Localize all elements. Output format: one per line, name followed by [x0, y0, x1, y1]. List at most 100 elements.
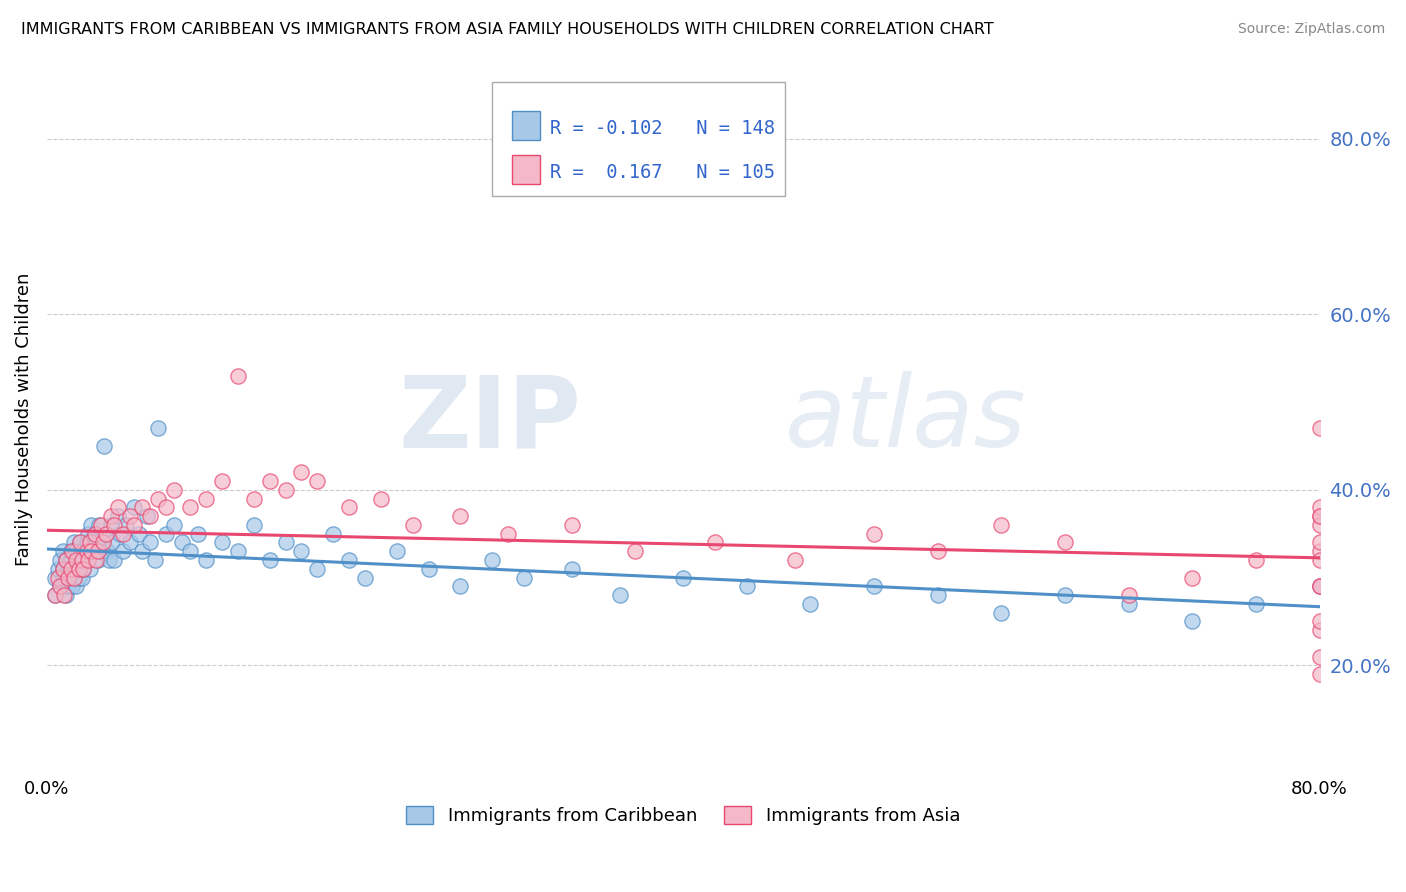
Point — [79, 562, 101, 576]
Point — [337, 553, 360, 567]
Point — [60, 579, 83, 593]
Point — [1308, 517, 1330, 532]
Point — [52, 579, 75, 593]
Point — [56, 579, 79, 593]
Point — [52, 544, 75, 558]
Point — [55, 588, 77, 602]
Point — [108, 526, 131, 541]
Point — [783, 553, 806, 567]
Point — [155, 500, 177, 515]
Point — [1244, 597, 1267, 611]
Point — [402, 517, 425, 532]
Point — [90, 517, 112, 532]
Point — [55, 571, 77, 585]
Point — [65, 562, 87, 576]
Text: Source: ZipAtlas.com: Source: ZipAtlas.com — [1237, 22, 1385, 37]
Point — [72, 562, 94, 576]
Point — [52, 562, 75, 576]
Point — [927, 588, 949, 602]
Point — [242, 517, 264, 532]
Text: R =  0.167   N = 105: R = 0.167 N = 105 — [550, 163, 775, 182]
Point — [242, 491, 264, 506]
Point — [100, 517, 122, 532]
Point — [136, 509, 159, 524]
Point — [290, 544, 312, 558]
Point — [60, 544, 83, 558]
Point — [80, 535, 103, 549]
Point — [1308, 509, 1330, 524]
Point — [863, 526, 886, 541]
Point — [1308, 579, 1330, 593]
Point — [609, 588, 631, 602]
Point — [927, 544, 949, 558]
Point — [80, 517, 103, 532]
Point — [450, 509, 472, 524]
Point — [1181, 571, 1204, 585]
Point — [226, 544, 249, 558]
Point — [112, 526, 135, 541]
Point — [1181, 615, 1204, 629]
Point — [1053, 588, 1076, 602]
Point — [1308, 509, 1330, 524]
Point — [863, 579, 886, 593]
Point — [226, 368, 249, 383]
Point — [55, 553, 77, 567]
Text: IMMIGRANTS FROM CARIBBEAN VS IMMIGRANTS FROM ASIA FAMILY HOUSEHOLDS WITH CHILDRE: IMMIGRANTS FROM CARIBBEAN VS IMMIGRANTS … — [21, 22, 994, 37]
Point — [69, 535, 91, 549]
Point — [1308, 579, 1330, 593]
Point — [1308, 535, 1330, 549]
Text: ZIP: ZIP — [398, 371, 582, 468]
Point — [128, 526, 150, 541]
Point — [259, 553, 281, 567]
Point — [70, 544, 93, 558]
Point — [1308, 649, 1330, 664]
Point — [84, 553, 107, 567]
Text: atlas: atlas — [785, 371, 1026, 468]
Legend: Immigrants from Caribbean, Immigrants from Asia: Immigrants from Caribbean, Immigrants fr… — [406, 805, 960, 825]
Point — [1118, 597, 1140, 611]
Point — [148, 491, 170, 506]
Point — [65, 544, 87, 558]
Point — [97, 553, 120, 567]
Point — [65, 579, 87, 593]
Point — [79, 535, 101, 549]
Point — [307, 562, 329, 576]
Point — [76, 553, 98, 567]
Point — [990, 606, 1012, 620]
Point — [1308, 553, 1330, 567]
Point — [72, 562, 94, 576]
Point — [1308, 667, 1330, 681]
Point — [103, 517, 125, 532]
Point — [100, 509, 122, 524]
Point — [46, 571, 69, 585]
Point — [1244, 553, 1267, 567]
Point — [52, 571, 75, 585]
Point — [80, 544, 103, 558]
Point — [139, 509, 162, 524]
Point — [65, 553, 87, 567]
Point — [63, 571, 86, 585]
Point — [44, 588, 66, 602]
Point — [67, 562, 90, 576]
Point — [1053, 535, 1076, 549]
Point — [322, 526, 344, 541]
Point — [72, 553, 94, 567]
Point — [60, 562, 83, 576]
Point — [107, 509, 129, 524]
Point — [513, 571, 536, 585]
Point — [118, 509, 141, 524]
Point — [561, 562, 583, 576]
Point — [63, 571, 86, 585]
Point — [211, 474, 233, 488]
Point — [1118, 588, 1140, 602]
Point — [1308, 624, 1330, 638]
Point — [67, 553, 90, 567]
Point — [76, 544, 98, 558]
Point — [91, 535, 114, 549]
Point — [259, 474, 281, 488]
Point — [46, 562, 69, 576]
Point — [70, 571, 93, 585]
Point — [1308, 615, 1330, 629]
Point — [172, 535, 194, 549]
Point — [481, 553, 503, 567]
